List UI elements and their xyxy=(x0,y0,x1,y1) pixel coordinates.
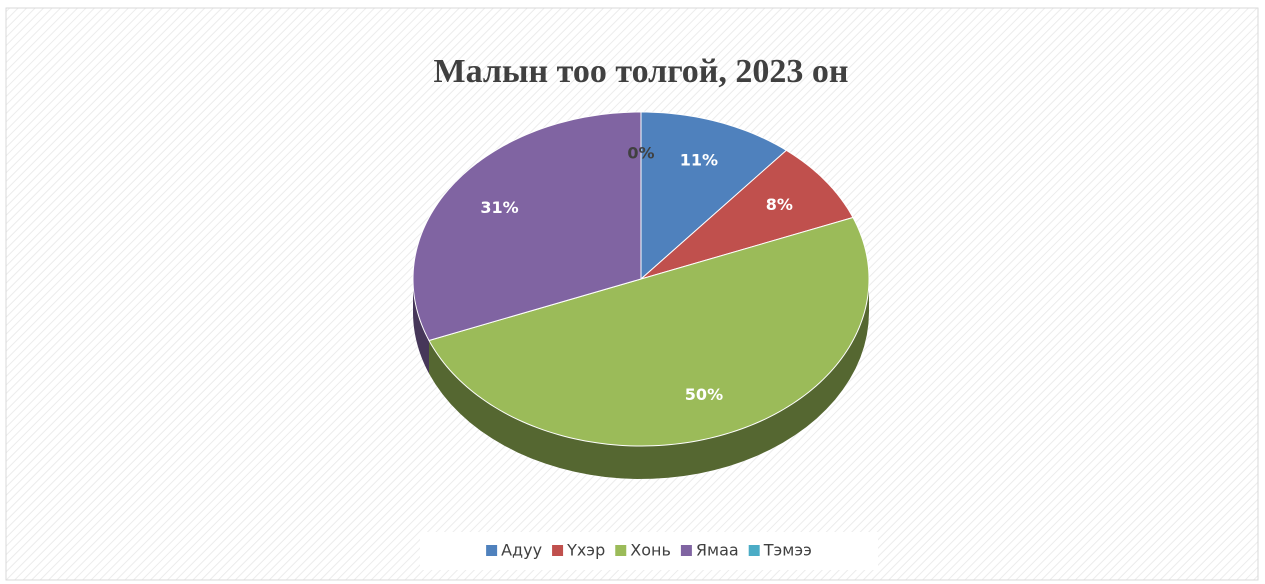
pie-sides xyxy=(413,279,869,479)
legend-item: Ямаа xyxy=(680,541,739,560)
data-label: 31% xyxy=(480,198,518,217)
pie-slice xyxy=(428,216,870,447)
legend-item: Тэмээ xyxy=(748,541,812,560)
legend-label: Үхэр xyxy=(566,541,605,560)
legend-item: Адуу xyxy=(486,541,542,560)
data-label: 0% xyxy=(627,143,654,162)
pie-slice xyxy=(412,111,642,342)
legend-swatch xyxy=(552,545,564,556)
legend-label: Адуу xyxy=(501,541,542,560)
legend-item: Хонь xyxy=(615,541,671,560)
legend-label: Хонь xyxy=(630,541,671,560)
data-label: 8% xyxy=(766,195,793,214)
chart-title: Малын тоо толгой, 2023 он xyxy=(433,53,848,90)
pie-side xyxy=(413,279,430,374)
pie-slice xyxy=(640,111,788,281)
data-label: 11% xyxy=(680,151,718,170)
legend-label: Ямаа xyxy=(696,541,739,560)
legend-swatch xyxy=(680,545,692,556)
legend-item: Үхэр xyxy=(552,541,605,560)
legend-swatch xyxy=(615,545,627,556)
pie-side xyxy=(429,279,869,479)
legend-label: Тэмээ xyxy=(763,541,812,560)
pie-slice xyxy=(640,149,854,280)
legend-swatch xyxy=(748,545,760,556)
data-label: 50% xyxy=(685,385,723,404)
legend-swatch xyxy=(486,545,498,556)
